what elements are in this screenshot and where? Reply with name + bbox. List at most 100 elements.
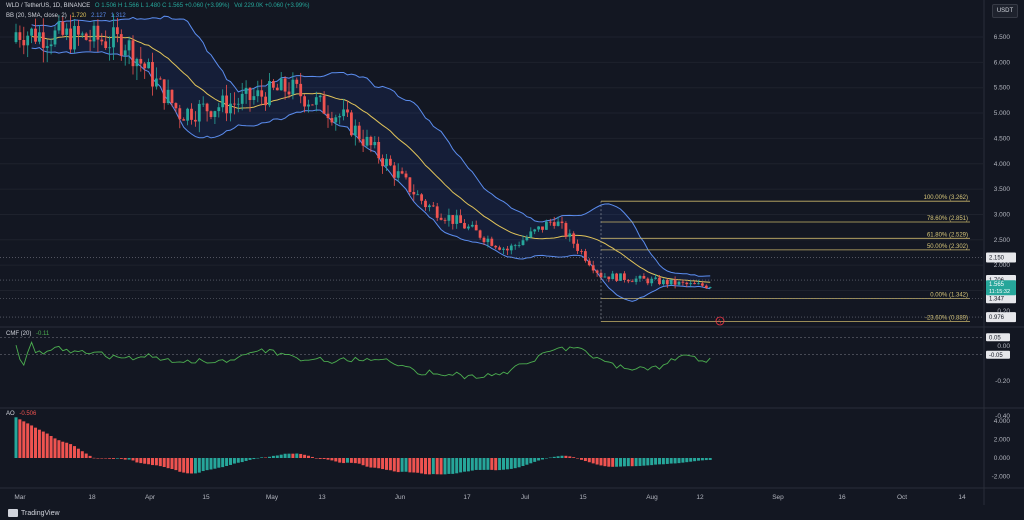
ao-bar	[689, 458, 693, 462]
candle	[92, 25, 96, 42]
ao-bar	[622, 458, 626, 467]
ao-bar	[73, 446, 76, 458]
candle	[381, 158, 384, 167]
ao-bar	[677, 458, 681, 464]
ao-bar	[412, 458, 416, 473]
ao-bar	[322, 458, 326, 459]
ao-bar	[174, 458, 178, 471]
candle	[619, 273, 622, 281]
ao-bar	[646, 458, 650, 466]
ao-bar	[127, 458, 131, 460]
candle	[455, 215, 459, 224]
candle	[279, 78, 283, 91]
ao-bar	[131, 458, 135, 461]
ao-bar	[365, 458, 369, 467]
candle	[342, 109, 345, 117]
candle	[229, 103, 232, 114]
ao-bar	[229, 458, 232, 465]
candle	[587, 260, 591, 266]
cmf-tick-label: -0.20	[995, 378, 1010, 385]
candle	[611, 273, 615, 280]
ao-bar	[466, 458, 470, 472]
ao-bar	[509, 458, 513, 469]
candle	[595, 270, 599, 273]
candle	[49, 44, 53, 47]
ao-bar	[505, 458, 509, 470]
ao-bar	[439, 458, 443, 475]
price-tick-label: 5.000	[994, 110, 1011, 117]
candle	[236, 103, 240, 105]
tradingview-brand[interactable]: TradingView	[8, 509, 60, 517]
ao-bar	[41, 431, 45, 458]
candle	[630, 281, 634, 283]
candle	[623, 273, 626, 281]
candle	[525, 237, 529, 241]
candle	[529, 231, 533, 238]
ao-indicator-label[interactable]: AO	[6, 411, 15, 417]
candle	[88, 39, 92, 42]
candle	[307, 104, 310, 107]
candle	[486, 238, 490, 243]
time-tick-label: 16	[838, 494, 846, 501]
ao-bar	[112, 458, 115, 459]
lower-band-tag: 1.347	[989, 296, 1005, 302]
bb-indicator-label[interactable]: BB (20, SMA, close, 2)	[6, 13, 67, 19]
candle	[127, 40, 131, 51]
candle	[233, 103, 236, 105]
ao-bar	[80, 451, 84, 458]
ao-bar	[482, 458, 486, 470]
ao-bar	[431, 458, 435, 475]
ao-bar	[408, 458, 412, 473]
candle	[22, 39, 26, 46]
ao-tick-label: 2.000	[994, 437, 1011, 444]
ao-bar	[275, 455, 279, 458]
bb-basis-value: 1.720	[71, 13, 87, 19]
time-tick-label: 15	[579, 494, 587, 501]
ao-bar	[240, 458, 244, 463]
candle	[334, 117, 338, 123]
price-tick-label: 5.500	[994, 85, 1011, 92]
candle	[104, 41, 108, 48]
ao-bar	[236, 458, 240, 463]
ao-bar	[427, 458, 431, 475]
ao-bar	[186, 458, 190, 474]
ao-bar	[396, 458, 400, 473]
ao-bar	[529, 458, 533, 464]
candle	[205, 103, 209, 112]
ao-bar	[521, 458, 525, 467]
ao-bar	[217, 458, 221, 468]
ao-bar	[385, 458, 388, 470]
candle	[295, 79, 299, 84]
candle	[416, 194, 420, 196]
ao-bar	[201, 458, 205, 472]
symbol-label[interactable]: WLD / TetherUS, 1D, BINANCE	[6, 3, 91, 9]
lower-band-tag-box	[986, 293, 1016, 304]
candle	[84, 33, 88, 40]
candle	[494, 245, 498, 248]
ao-bar	[619, 458, 622, 467]
ao-bar	[704, 458, 708, 461]
cmf-indicator-label[interactable]: CMF (20)	[6, 331, 32, 337]
ao-bar	[252, 458, 256, 460]
ao-bar	[143, 458, 147, 464]
candle	[564, 223, 568, 237]
candle	[435, 206, 439, 218]
time-tick-label: 17	[463, 494, 471, 501]
ao-bar	[182, 458, 186, 473]
tradingview-logo-icon	[8, 509, 18, 517]
ao-bar	[119, 458, 123, 459]
ao-bar	[416, 458, 420, 473]
last-price-box	[986, 280, 1016, 296]
ao-tick-label: 4.000	[994, 418, 1011, 425]
candle	[404, 173, 408, 178]
candle	[38, 32, 41, 42]
ao-bar	[353, 458, 357, 464]
candle	[77, 25, 80, 35]
candle	[221, 95, 225, 108]
currency-button[interactable]: USDT	[992, 4, 1018, 18]
ao-bar	[642, 458, 646, 466]
price-tick-label: 4.000	[994, 161, 1011, 168]
time-tick-label: 14	[958, 494, 966, 501]
event-icon	[715, 316, 725, 326]
